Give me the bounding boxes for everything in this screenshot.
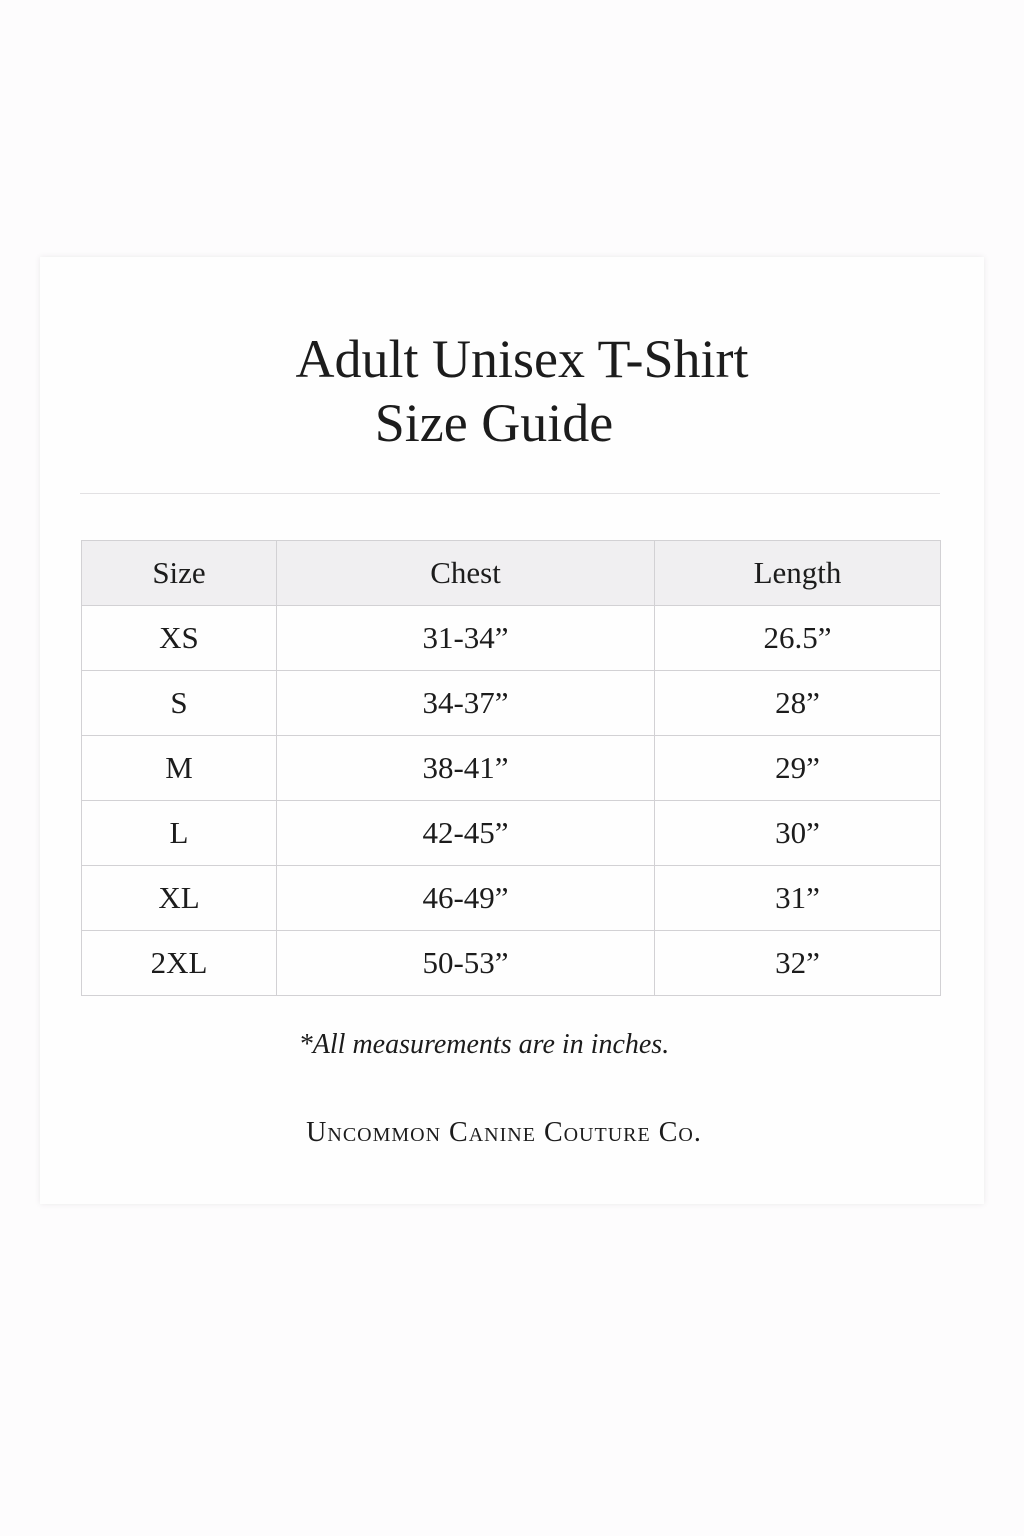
size-guide-card: Adult Unisex T-Shirt Size Guide Size Che… — [40, 257, 984, 1204]
cell-chest: 31-34” — [276, 605, 655, 671]
footnote: *All measurements are in inches. — [298, 1029, 670, 1060]
cell-length: 26.5” — [654, 605, 941, 671]
cell-chest: 46-49” — [276, 865, 655, 931]
cell-length: 32” — [654, 930, 941, 996]
title-line-1: Adult Unisex T-Shirt — [295, 329, 749, 389]
cell-length: 29” — [654, 735, 941, 801]
cell-length: 31” — [654, 865, 941, 931]
table-header-row: Size Chest Length — [81, 540, 941, 606]
cell-size: XL — [81, 865, 277, 931]
brand-name: Uncommon Canine Couture Co. — [306, 1117, 702, 1148]
cell-chest: 42-45” — [276, 800, 655, 866]
cell-chest: 50-53” — [276, 930, 655, 996]
size-table: Size Chest Length XS 31-34” 26.5” S 34-37” 28… — [81, 540, 941, 996]
table-row: XL 46-49” 31” — [81, 865, 941, 931]
header-size: Size — [81, 540, 277, 606]
cell-size: L — [81, 800, 277, 866]
divider — [80, 493, 940, 494]
table-row: XS 31-34” 26.5” — [81, 605, 941, 671]
table-row: S 34-37” 28” — [81, 670, 941, 736]
cell-chest: 38-41” — [276, 735, 655, 801]
header-chest: Chest — [276, 540, 655, 606]
cell-length: 30” — [654, 800, 941, 866]
table-row: 2XL 50-53” 32” — [81, 930, 941, 996]
table-row: M 38-41” 29” — [81, 735, 941, 801]
cell-size: 2XL — [81, 930, 277, 996]
cell-size: XS — [81, 605, 277, 671]
cell-length: 28” — [654, 670, 941, 736]
header-length: Length — [654, 540, 941, 606]
cell-size: M — [81, 735, 277, 801]
table-row: L 42-45” 30” — [81, 800, 941, 866]
title-line-2: Size Guide — [374, 393, 614, 453]
cell-chest: 34-37” — [276, 670, 655, 736]
cell-size: S — [81, 670, 277, 736]
